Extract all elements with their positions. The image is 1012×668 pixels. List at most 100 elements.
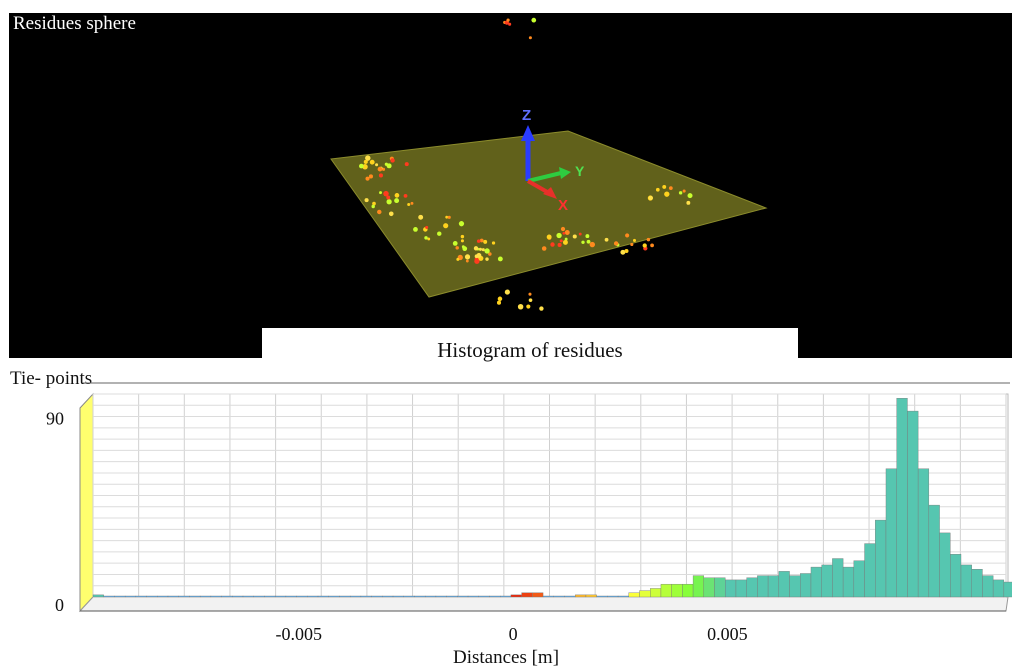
residue-point bbox=[464, 254, 471, 260]
residue-point bbox=[620, 249, 626, 255]
histogram-bar bbox=[628, 592, 640, 598]
y-tick-label: 90 bbox=[46, 409, 64, 429]
histogram-bar bbox=[478, 595, 490, 598]
residue-point bbox=[557, 242, 562, 248]
residue-point bbox=[365, 176, 370, 181]
residue-point bbox=[437, 231, 442, 236]
histogram-bar bbox=[532, 592, 544, 598]
residue-point bbox=[458, 221, 465, 227]
plot-back-wall bbox=[92, 393, 1009, 598]
residue-point bbox=[372, 201, 376, 206]
histogram-bar bbox=[585, 594, 597, 598]
residue-point bbox=[424, 236, 428, 240]
histogram-bar bbox=[950, 554, 962, 598]
residue-point bbox=[508, 22, 512, 26]
histogram-bar bbox=[371, 595, 383, 598]
residue-point bbox=[368, 174, 373, 179]
residue-point bbox=[560, 226, 566, 232]
residue-point bbox=[646, 237, 651, 242]
residue-point bbox=[531, 17, 537, 23]
residue-point bbox=[363, 159, 368, 164]
x-axis-label: X bbox=[558, 197, 568, 214]
histogram-bar bbox=[489, 595, 501, 598]
residue-point bbox=[386, 163, 392, 169]
x-axis-arrow bbox=[543, 187, 557, 199]
histogram-bar bbox=[296, 595, 308, 598]
residue-point bbox=[485, 257, 489, 261]
residue-point bbox=[630, 242, 634, 247]
y-axis-label: Y bbox=[575, 163, 585, 179]
residue-point bbox=[526, 304, 531, 309]
residue-point bbox=[364, 198, 369, 203]
histogram-chart: Tie- points 0 90 -0.005 0 0.005 Distances [… bbox=[10, 368, 1012, 668]
residue-point bbox=[541, 246, 547, 251]
histogram-bar bbox=[853, 560, 865, 598]
residue-point bbox=[377, 166, 383, 172]
residue-point bbox=[386, 199, 392, 205]
histogram-bar bbox=[939, 532, 951, 598]
x-tick-label: 0.005 bbox=[707, 624, 748, 644]
histogram-bar bbox=[746, 577, 758, 598]
histogram-bar bbox=[671, 583, 683, 598]
residue-point bbox=[586, 239, 591, 244]
residue-point bbox=[559, 239, 563, 243]
residue-point bbox=[581, 240, 585, 244]
histogram-bar bbox=[725, 579, 737, 598]
residue-point bbox=[506, 18, 510, 22]
residue-point bbox=[528, 36, 532, 40]
z-axis-arrow bbox=[521, 125, 535, 141]
histogram-bar bbox=[157, 595, 169, 598]
residue-point bbox=[404, 162, 409, 167]
residue-point bbox=[488, 252, 492, 256]
histogram-bar bbox=[928, 504, 940, 598]
residue-point bbox=[410, 201, 414, 205]
histogram-bar bbox=[757, 575, 769, 598]
y-axis-label: Tie- points bbox=[10, 368, 92, 389]
residues-sphere-viewport[interactable]: Residues sphere Z Y X bbox=[9, 13, 1012, 358]
residue-point bbox=[517, 304, 524, 310]
residue-point bbox=[564, 237, 568, 241]
histogram-bar bbox=[864, 543, 876, 598]
residue-point bbox=[443, 223, 449, 229]
residue-point bbox=[497, 296, 503, 302]
residue-point bbox=[413, 227, 418, 232]
z-axis-label: Z bbox=[522, 107, 531, 124]
residue-point bbox=[481, 248, 485, 252]
residue-point bbox=[496, 300, 502, 305]
residue-point bbox=[427, 237, 431, 241]
grid-lines bbox=[92, 393, 1007, 598]
histogram-bar bbox=[221, 595, 233, 598]
floor bbox=[78, 596, 1009, 612]
histogram-bar bbox=[264, 595, 276, 598]
histogram-bar bbox=[896, 398, 908, 598]
residue-point bbox=[497, 256, 503, 262]
residue-point bbox=[381, 167, 386, 171]
histogram-bar bbox=[542, 595, 554, 598]
y-axis-arrow bbox=[559, 167, 571, 179]
histogram-bar bbox=[360, 595, 372, 598]
residue-point bbox=[375, 163, 379, 167]
residue-point bbox=[479, 238, 484, 243]
histogram-bar bbox=[392, 595, 404, 598]
histogram-bar bbox=[328, 595, 340, 598]
histogram-bar bbox=[832, 558, 844, 598]
residue-point bbox=[484, 248, 490, 254]
residue-point bbox=[613, 241, 619, 246]
histogram-bar bbox=[317, 595, 329, 598]
histogram-bar bbox=[982, 575, 994, 598]
residue-point bbox=[390, 158, 395, 163]
histogram-bar bbox=[703, 577, 715, 598]
residue-point bbox=[383, 190, 389, 197]
residue-point bbox=[686, 200, 691, 205]
residue-point bbox=[562, 239, 568, 245]
residue-point bbox=[359, 163, 364, 169]
residue-point bbox=[388, 211, 394, 217]
histogram-bar bbox=[339, 595, 351, 598]
y-axis-line bbox=[527, 171, 562, 183]
residue-point bbox=[668, 186, 673, 191]
residue-point bbox=[456, 257, 460, 261]
residue-point bbox=[491, 241, 496, 245]
y-axis-wall bbox=[79, 392, 94, 613]
axis-gizmo: Z Y X bbox=[521, 107, 585, 214]
histogram-bar bbox=[424, 595, 437, 598]
